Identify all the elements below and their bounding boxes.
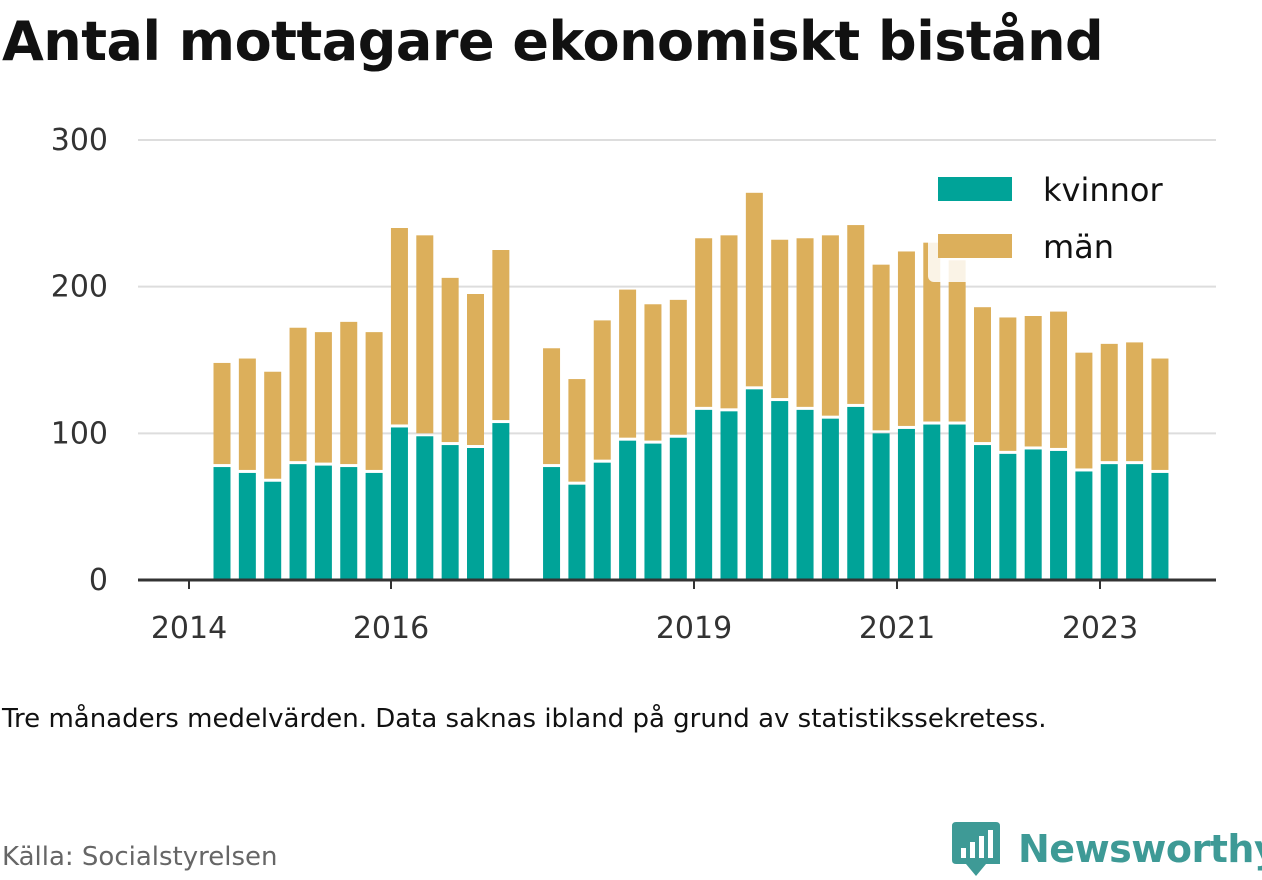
bar-man	[1126, 342, 1144, 462]
bar-kvinnor	[745, 389, 763, 580]
bar-kvinnor	[1024, 449, 1042, 580]
bar-man	[745, 192, 763, 387]
x-tick-label: 2016	[353, 611, 429, 646]
y-tick-label: 200	[51, 270, 108, 305]
bar-kvinnor	[568, 484, 586, 580]
bar-man	[1075, 352, 1093, 469]
brand-name: Newsworthy	[1018, 827, 1262, 871]
bar-man	[1151, 358, 1169, 470]
bar-man	[314, 332, 332, 463]
y-tick-label: 100	[51, 416, 108, 451]
bar-kvinnor	[771, 401, 789, 580]
bar-man	[897, 251, 915, 426]
bar-kvinnor	[340, 467, 358, 580]
bar-man	[720, 235, 738, 409]
bar-kvinnor	[543, 467, 561, 580]
bar-kvinnor	[416, 436, 434, 580]
x-axis: 2014 2016 2019 2021 2023	[138, 578, 1216, 646]
bar-man	[821, 235, 839, 416]
bar-kvinnor	[492, 423, 510, 580]
bar-man	[872, 264, 890, 431]
bar-kvinnor	[999, 453, 1017, 580]
bar-kvinnor	[669, 437, 687, 580]
legend-swatch	[938, 234, 1012, 258]
bar-kvinnor	[1075, 471, 1093, 580]
bar-kvinnor	[872, 433, 890, 580]
chart-note: Tre månaders medelvärden. Data saknas ib…	[2, 704, 1047, 734]
bar-kvinnor	[1151, 472, 1169, 580]
x-tick-label: 2019	[656, 611, 732, 646]
bar-kvinnor	[441, 445, 459, 580]
bar-kvinnor	[974, 445, 991, 580]
newsworthy-logo-icon	[952, 822, 1000, 876]
bar-man	[974, 307, 991, 443]
bar-kvinnor	[720, 411, 738, 580]
bar-kvinnor	[238, 472, 256, 580]
bar-man	[999, 317, 1017, 451]
y-tick-label: 0	[89, 563, 108, 598]
bar-man	[543, 348, 561, 465]
bar-kvinnor	[593, 462, 611, 580]
x-tick-label: 2021	[859, 611, 935, 646]
y-tick-label: 300	[51, 123, 108, 158]
bar-kvinnor	[264, 481, 282, 580]
bar-man	[1024, 316, 1042, 447]
chart-title: Antal mottagare ekonomiskt bistånd	[2, 10, 1104, 73]
bar-man	[1050, 311, 1068, 448]
bars	[213, 192, 1169, 580]
bar-man	[1100, 343, 1118, 462]
bar-kvinnor	[1050, 450, 1068, 580]
bar-man	[365, 332, 383, 470]
bar-kvinnor	[619, 440, 637, 580]
bar-kvinnor	[695, 409, 713, 580]
bar-man	[416, 235, 434, 434]
bar-kvinnor	[1126, 464, 1144, 580]
bar-kvinnor	[948, 424, 966, 580]
bar-kvinnor	[821, 418, 839, 580]
bar-kvinnor	[213, 467, 231, 580]
legend: kvinnor män	[928, 168, 1184, 282]
bar-man	[340, 321, 358, 465]
bar-man	[264, 371, 282, 479]
bar-kvinnor	[897, 428, 915, 580]
bar-man	[390, 228, 408, 425]
bar-man	[213, 362, 231, 465]
legend-swatch	[938, 177, 1012, 201]
bar-kvinnor	[289, 464, 307, 580]
bar-man	[238, 358, 256, 470]
bar-kvinnor	[847, 406, 865, 580]
bar-kvinnor	[1100, 464, 1118, 580]
bar-man	[441, 277, 459, 443]
bar-kvinnor	[314, 465, 332, 580]
brand-logo: Newsworthy	[950, 818, 1262, 880]
bar-man	[847, 225, 865, 404]
bar-kvinnor	[796, 409, 814, 580]
bar-man	[593, 320, 611, 460]
bar-man	[644, 304, 662, 441]
legend-label: kvinnor	[1043, 171, 1164, 209]
bar-man	[568, 379, 586, 482]
x-tick-label: 2014	[151, 611, 227, 646]
legend-label: män	[1043, 228, 1114, 266]
bar-man	[289, 327, 307, 462]
bar-man	[619, 289, 637, 438]
bar-kvinnor	[390, 427, 408, 580]
y-axis-ticks: 0 100 200 300	[51, 123, 108, 598]
bar-man	[492, 250, 510, 421]
bar-man	[948, 260, 966, 422]
bar-kvinnor	[365, 472, 383, 580]
source-label: Källa: Socialstyrelsen	[2, 842, 278, 872]
bar-man	[467, 294, 484, 445]
bar-man	[695, 238, 713, 407]
bar-man	[796, 238, 814, 407]
bar-kvinnor	[467, 448, 484, 580]
stacked-bar-chart: 0 100 200 300 2014 2016 2019 2021 2023 kvinnor m…	[51, 123, 1216, 646]
bar-man	[771, 239, 789, 399]
bar-kvinnor	[644, 443, 662, 580]
x-tick-label: 2023	[1062, 611, 1138, 646]
bar-man	[669, 299, 687, 435]
bar-kvinnor	[923, 424, 941, 580]
bar-man	[923, 242, 941, 422]
